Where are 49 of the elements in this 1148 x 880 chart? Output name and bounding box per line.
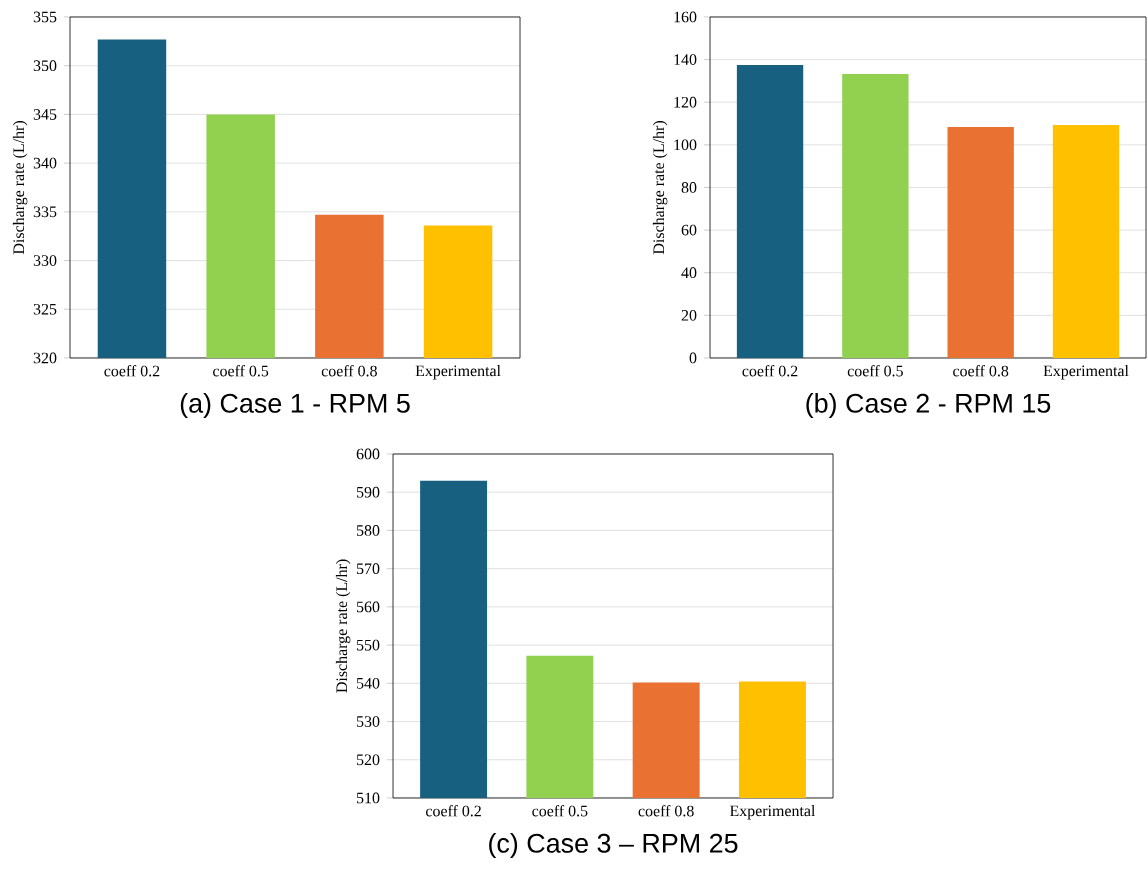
y-tick-label: 510 [357,792,380,804]
x-tick-label: coeff 0.2 [426,805,481,817]
bar [842,73,909,358]
x-tick-label: coeff 0.8 [321,365,377,377]
x-tick-label: coeff 0.5 [847,365,903,377]
y-tick-label: 350 [33,60,57,72]
y-tick-label: 600 [356,448,380,460]
x-tick-label: coeff 0.2 [742,365,798,377]
x-tick-label: Experimental [1043,365,1129,380]
y-tick-label: 540 [357,677,380,689]
y-tick-label: 530 [357,716,380,727]
y-tick-label: 580 [357,525,380,536]
y-tick-label: 20 [681,309,697,321]
bar [1052,125,1120,358]
y-tick-label: 520 [357,754,380,766]
x-tick-label: Experimental [415,365,501,380]
y-axis-title: Discharge rate (L/hr) [652,121,668,255]
x-tick-label: Experimental [729,805,816,820]
y-tick-label: 330 [33,255,57,266]
bar [947,126,1014,358]
x-tick-label: coeff 0.5 [532,805,588,817]
y-tick-label: 120 [674,96,697,108]
y-tick-label: 100 [674,139,697,151]
text: (a) Case 1 - RPM 5 [180,393,410,419]
y-tick-label: 355 [33,11,57,23]
y-tick-label: 325 [33,303,57,315]
y-tick-label: 560 [357,601,380,613]
y-tick-label: 340 [33,157,57,169]
text: (c) Case 3 – RPM 25 [489,833,738,859]
x-tick-label: coeff 0.8 [953,365,1009,377]
y-tick-label: 590 [357,486,380,498]
y-tick-label: 160 [674,11,697,23]
x-tick-label: coeff 0.2 [104,365,160,377]
x-tick-label: coeff 0.8 [638,805,694,817]
text: (b) Case 2 - RPM 15 [806,393,1051,419]
y-tick-label: 60 [681,224,697,236]
bar [736,64,804,358]
y-tick-label: 550 [357,639,380,651]
y-axis-title: Discharge rate (L/hr) [12,121,28,255]
y-tick-label: 0 [689,352,697,364]
y-tick-label: 80 [681,182,697,193]
y-axis-title: Discharge rate (L/hr) [335,559,351,693]
y-tick-label: 140 [674,54,697,65]
y-tick-label: 320 [33,352,57,364]
x-tick-label: coeff 0.5 [213,365,269,377]
y-tick-label: 335 [33,206,57,218]
y-tick-label: 570 [357,563,380,575]
y-tick-label: 345 [33,109,57,120]
y-tick-label: 40 [681,267,697,279]
